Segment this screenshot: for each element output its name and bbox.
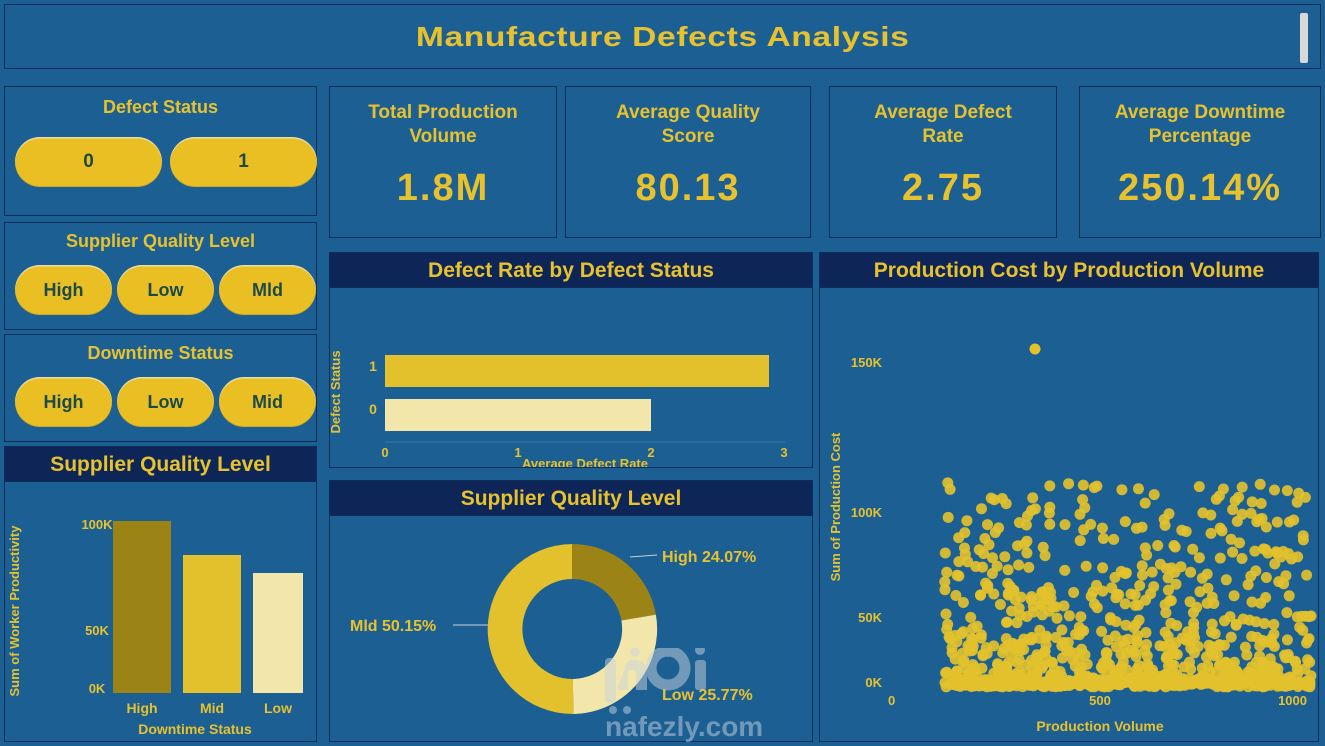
svg-text:Defect Status: Defect Status (330, 350, 343, 433)
svg-text:50K: 50K (858, 610, 882, 625)
svg-text:0K: 0K (89, 681, 106, 696)
svg-text:0: 0 (369, 401, 377, 417)
svg-text:1000: 1000 (1278, 693, 1307, 708)
svg-text:Production Volume: Production Volume (1036, 718, 1164, 734)
svg-text:100K: 100K (81, 517, 113, 532)
svg-text:Sum of Worker Productivity: Sum of Worker Productivity (7, 525, 22, 697)
svg-text:1: 1 (369, 358, 377, 374)
svg-text:Downtime Status: Downtime Status (138, 721, 252, 737)
svg-text:Sum of Production Cost: Sum of Production Cost (828, 432, 843, 581)
svg-text:High: High (126, 700, 157, 716)
svg-text:Mld 50.15%: Mld 50.15% (350, 618, 436, 635)
svg-text:100K: 100K (851, 505, 883, 520)
svg-text:Mid: Mid (200, 700, 224, 716)
svg-text:Low 25.77%: Low 25.77% (662, 687, 753, 704)
svg-text:0K: 0K (865, 675, 882, 690)
svg-text:150K: 150K (851, 355, 883, 370)
svg-text:500: 500 (1089, 693, 1111, 708)
svg-text:1: 1 (514, 445, 521, 460)
svg-text:High 24.07%: High 24.07% (662, 549, 756, 566)
svg-text:Average Defect Rate: Average Defect Rate (522, 456, 648, 468)
svg-text:2: 2 (647, 445, 654, 460)
svg-text:50K: 50K (85, 623, 109, 638)
svg-text:0: 0 (381, 445, 388, 460)
svg-text:0: 0 (888, 693, 895, 708)
svg-text:Low: Low (264, 700, 292, 716)
svg-text:3: 3 (780, 445, 787, 460)
